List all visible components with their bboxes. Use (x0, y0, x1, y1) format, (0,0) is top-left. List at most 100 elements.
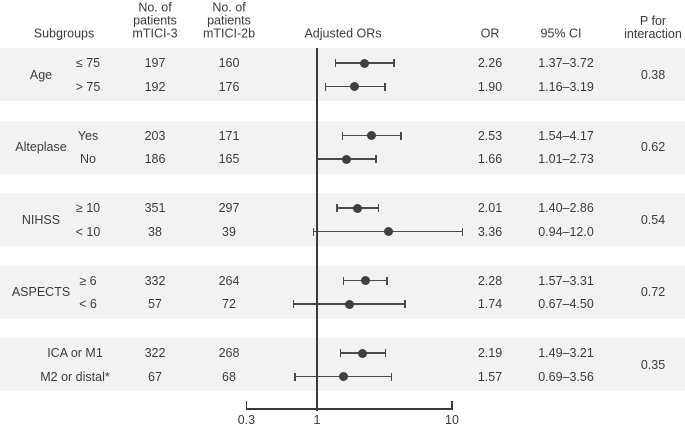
or-value: 3.36 (477, 224, 503, 239)
n-mtici3-value: 67 (148, 369, 162, 384)
subgroup-label: ICA or M1 (47, 346, 103, 360)
ci-cap-low (292, 300, 295, 308)
ci-cap-high (384, 82, 386, 91)
col-header-or: OR (480, 26, 500, 41)
ci-value: 1.16–3.19 (538, 79, 594, 94)
ci-cap-low (324, 82, 327, 91)
ci-cap-low (341, 131, 344, 140)
n-mtici2b-value: 165 (218, 152, 240, 166)
n-mtici2b-value: 176 (218, 79, 240, 94)
ci-value: 1.57–3.31 (538, 273, 594, 288)
x-axis-line (246, 408, 452, 410)
p-interaction-value: 0.62 (640, 140, 666, 154)
or-marker (350, 82, 360, 91)
col-header-subgroups: Subgroups (33, 26, 95, 41)
n-mtici3-value: 332 (144, 273, 166, 288)
col-header-adjusted-ors: Adjusted ORs (304, 26, 382, 41)
subgroup-label: Yes (77, 128, 99, 143)
or-value: 2.26 (477, 56, 503, 70)
n-mtici3-value: 186 (144, 152, 166, 166)
p-interaction-value: 0.38 (640, 67, 666, 82)
subgroup-label: M2 or distal* (40, 369, 110, 384)
ci-value: 0.69–3.56 (538, 369, 594, 384)
group-label: Alteplase (15, 140, 67, 154)
ci-value: 1.40–2.86 (538, 201, 594, 215)
ci-cap-high (375, 155, 377, 163)
row-band (0, 48, 685, 101)
ci-value: 1.01–2.73 (538, 152, 594, 166)
x-axis-tick (245, 401, 248, 410)
subgroup-label: ≥ 10 (75, 201, 101, 215)
or-marker (338, 372, 348, 381)
ci-cap-high (384, 349, 387, 357)
col-header-p-interaction: P for interaction (624, 14, 682, 41)
n-mtici2b-value: 160 (218, 56, 240, 70)
p-interaction-value: 0.72 (640, 285, 666, 299)
x-axis-tick (451, 401, 453, 410)
subgroup-label: No (80, 152, 96, 166)
n-mtici2b-value: 268 (218, 346, 240, 360)
ci-cap-low (312, 227, 315, 236)
n-mtici3-value: 351 (144, 201, 166, 215)
n-mtici3-value: 57 (148, 297, 162, 311)
ci-cap-low (334, 59, 337, 67)
x-axis-tick-label: 0.3 (237, 412, 256, 427)
or-value: 2.28 (477, 273, 503, 288)
n-mtici2b-value: 72 (222, 297, 236, 311)
row-band (0, 193, 685, 246)
subgroup-label: ≥ 6 (79, 273, 97, 288)
n-mtici3-value: 38 (148, 224, 162, 239)
ci-cap-low (335, 204, 338, 212)
ci-cap-high (404, 300, 406, 308)
or-marker (383, 227, 393, 236)
ci-value: 0.94–12.0 (538, 224, 594, 239)
or-value: 2.01 (477, 201, 503, 215)
group-label: Age (29, 67, 53, 82)
n-mtici2b-value: 264 (218, 273, 240, 288)
x-axis-tick-label: 1 (313, 412, 321, 427)
n-mtici3-value: 197 (144, 56, 166, 70)
ci-cap-low (294, 372, 297, 381)
or-marker (342, 154, 352, 164)
n-mtici2b-value: 297 (218, 201, 240, 215)
row-band (0, 338, 685, 391)
or-value: 1.74 (477, 297, 503, 311)
n-mtici3-value: 192 (144, 79, 166, 94)
group-label: NIHSS (21, 212, 61, 227)
ci-cap-high (399, 131, 402, 140)
or-marker (358, 348, 368, 358)
ci-cap-high (377, 204, 380, 212)
col-header-95ci: 95% CI (540, 26, 582, 41)
or-marker (360, 276, 370, 285)
subgroup-label: < 6 (79, 297, 97, 311)
or-value: 1.57 (477, 369, 503, 384)
x-axis-tick-label: 10 (445, 412, 459, 427)
subgroup-label: ≤ 75 (75, 56, 101, 70)
or-value: 2.19 (477, 346, 503, 360)
col-header-patients-mtici3: No. of patients mTICI-3 (132, 0, 178, 41)
col-header-patients-mtici2b: No. of patients mTICI-2b (202, 0, 256, 41)
n-mtici3-value: 203 (144, 128, 166, 143)
or-marker (360, 58, 370, 68)
or-value: 2.53 (477, 128, 503, 143)
ci-value: 1.37–3.72 (538, 56, 594, 70)
group-label: ASPECTS (11, 285, 71, 299)
subgroup-label: > 75 (75, 79, 101, 94)
n-mtici2b-value: 39 (222, 224, 236, 239)
p-interaction-value: 0.35 (640, 357, 666, 372)
n-mtici2b-value: 171 (218, 128, 240, 143)
subgroup-label: < 10 (75, 224, 101, 239)
row-band (0, 120, 685, 174)
n-mtici2b-value: 68 (222, 369, 236, 384)
ci-cap-low (339, 349, 342, 357)
or-marker (366, 131, 376, 140)
ci-value: 1.54–4.17 (538, 128, 594, 143)
or-marker (344, 299, 354, 309)
ci-value: 1.49–3.21 (538, 346, 594, 360)
row-band (0, 265, 685, 319)
ci-cap-high (393, 59, 395, 67)
ci-cap-low (342, 276, 345, 285)
ci-cap-high (390, 372, 393, 381)
reference-line-or-1 (316, 48, 318, 411)
